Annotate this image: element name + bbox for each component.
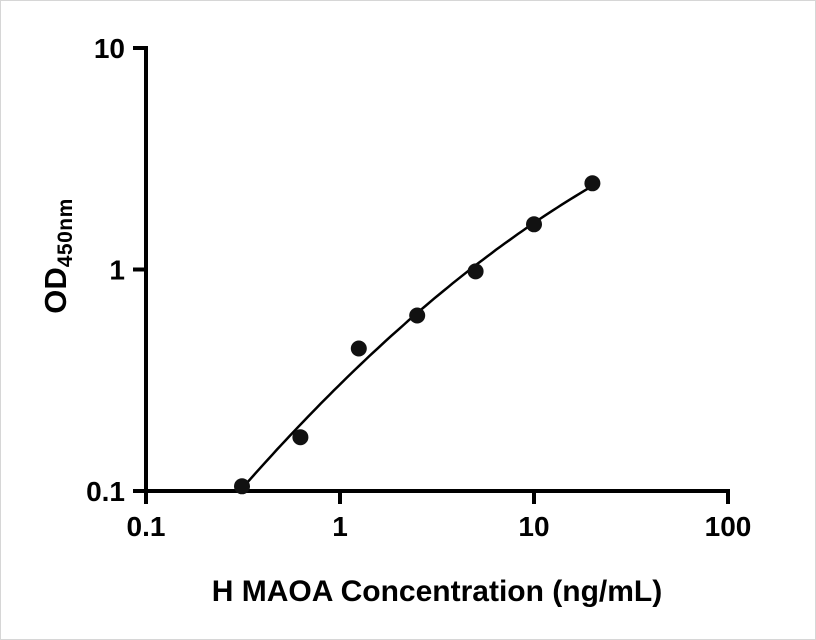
data-point [409, 307, 426, 324]
data-point [584, 175, 601, 192]
data-point [350, 340, 367, 357]
data-point [526, 216, 542, 233]
axes-frame [144, 46, 730, 493]
data-point [292, 429, 309, 446]
y-axis-label: OD450nm [35, 136, 77, 376]
x-axis-label: H MAOA Concentration (ng/mL) [211, 575, 663, 608]
y-axis-label-main: OD [38, 267, 73, 314]
data-point [467, 263, 484, 280]
x-tick-label: 10 [518, 511, 549, 542]
fit-curve [241, 184, 594, 490]
x-tick-label: 100 [705, 511, 752, 542]
y-tick-label: 0.1 [86, 476, 125, 507]
x-tick-label: 0.1 [127, 511, 166, 542]
y-tick-label: 1 [109, 254, 125, 285]
x-tick-label: 1 [332, 511, 348, 542]
y-axis-label-subscript: 450nm [54, 198, 77, 268]
y-tick-label: 10 [94, 33, 125, 64]
data-point [234, 478, 250, 495]
